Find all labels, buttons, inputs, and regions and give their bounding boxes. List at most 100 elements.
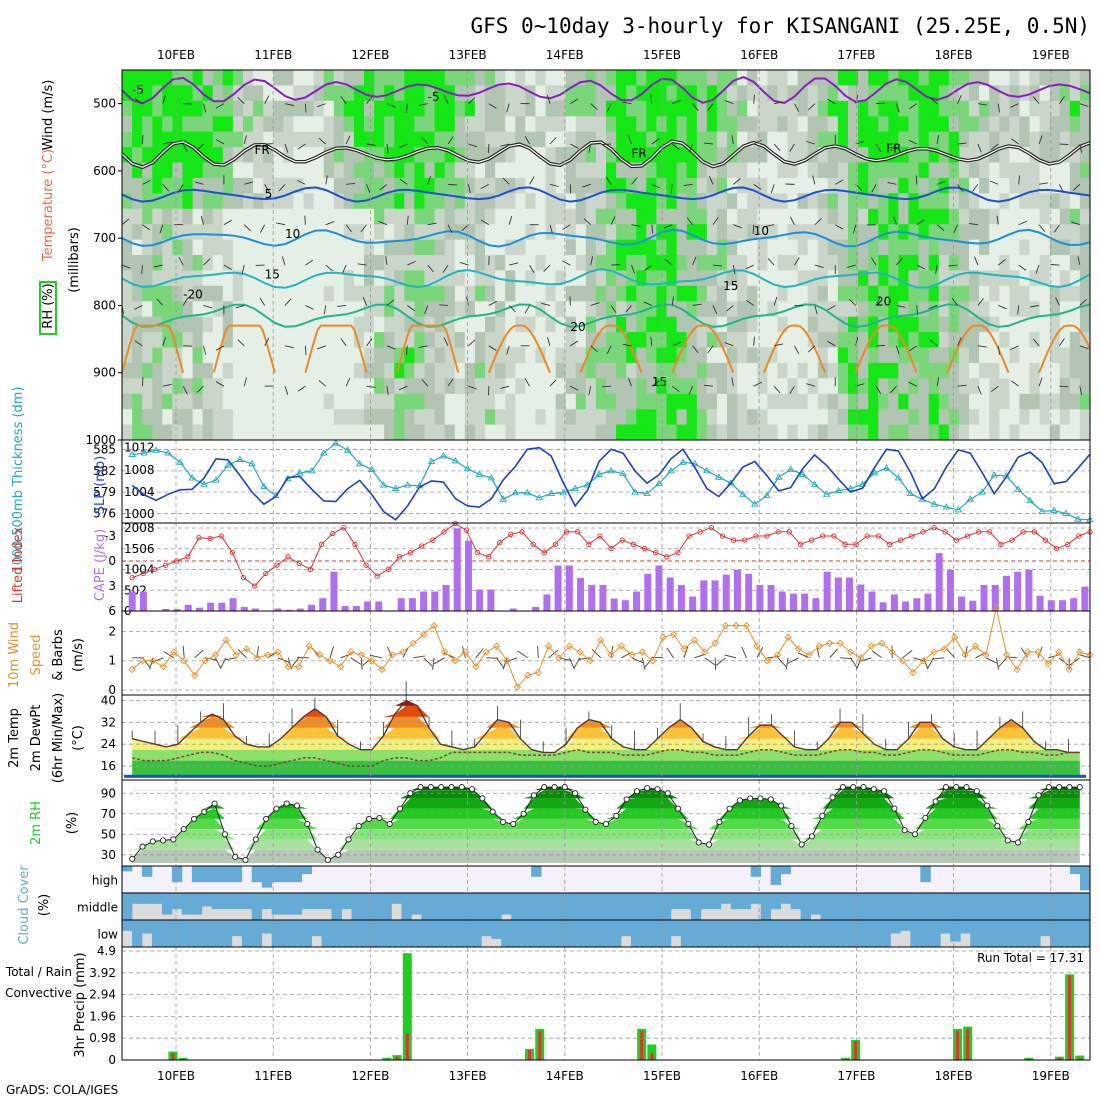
- rh-cell: [303, 301, 315, 318]
- rh-cell: [848, 255, 859, 271]
- rh-cell: [606, 378, 617, 395]
- rh-cell: [958, 224, 970, 241]
- rh-cell: [122, 177, 133, 194]
- rh-cell: [807, 131, 819, 148]
- rh-cell: [444, 393, 456, 410]
- wind-barb: [488, 300, 498, 306]
- rh-cell: [464, 70, 476, 86]
- rh-cell: [1009, 70, 1020, 86]
- cloud-bar-low: [980, 920, 991, 947]
- rh-cell: [757, 362, 768, 379]
- wind-barb: [284, 386, 289, 395]
- wind-marker: [451, 657, 459, 665]
- rh-cell: [1039, 362, 1051, 379]
- rh-band: [132, 787, 1080, 791]
- rh-cell: [283, 177, 294, 194]
- rh-cell: [485, 208, 496, 225]
- wind-barb: [570, 340, 579, 347]
- wind-barb: [611, 264, 621, 266]
- rh-cell: [303, 208, 315, 225]
- wind-barb: [972, 184, 979, 192]
- rh-cell: [505, 270, 516, 287]
- cloud-bar-low: [880, 920, 891, 947]
- rh-cell: [646, 147, 657, 164]
- rh-cell: [243, 239, 254, 256]
- li-marker: [708, 525, 714, 531]
- panel-bg: [122, 440, 1090, 523]
- rh-cell: [243, 255, 254, 271]
- thickness-marker: [355, 459, 364, 467]
- cloud-bar-low: [421, 920, 432, 947]
- cloud-bar-low: [1050, 920, 1061, 947]
- wind-marker: [544, 642, 553, 650]
- wind-barb: [773, 296, 778, 306]
- rh-cell: [505, 85, 516, 102]
- rh-cell: [414, 131, 426, 148]
- rh-cell: [495, 193, 506, 210]
- rh-cell: [222, 347, 234, 364]
- cloud-bar-low: [850, 920, 861, 947]
- rh-cell: [898, 409, 910, 426]
- rh-band: [132, 849, 1080, 863]
- rh-cell: [343, 224, 355, 241]
- li-marker: [474, 550, 481, 556]
- rh-cell: [878, 193, 889, 210]
- rh-cell: [646, 116, 657, 133]
- rh-cell: [636, 162, 647, 179]
- rh-cell: [474, 393, 486, 410]
- rh-cell: [837, 255, 849, 271]
- rh-cell: [898, 362, 910, 379]
- rh-cell: [333, 116, 345, 133]
- rh-cell: [172, 378, 184, 395]
- rh-cell: [868, 193, 879, 210]
- rh-cell: [727, 208, 738, 225]
- rh-cell: [938, 162, 950, 179]
- li-marker: [497, 540, 503, 546]
- rh-cell: [454, 362, 466, 379]
- rh-cell: [202, 378, 214, 395]
- cloud-bar-middle: [890, 893, 901, 920]
- contour-label: -20: [183, 288, 203, 302]
- rh-cell: [1019, 255, 1031, 271]
- rh-cell: [253, 70, 264, 86]
- cape-bar: [319, 598, 327, 611]
- rh-cell: [555, 147, 567, 164]
- rh-cell: [343, 85, 355, 102]
- rh-cell: [1009, 239, 1020, 256]
- rh-cell: [827, 393, 839, 410]
- rh-cell: [858, 162, 869, 179]
- wind-barb-10m: [704, 657, 715, 666]
- rh-cell: [747, 393, 758, 410]
- rh-cell: [999, 255, 1010, 271]
- rh-cell: [676, 347, 688, 364]
- cloud-bar-middle: [281, 893, 293, 915]
- rh-cell: [182, 239, 194, 256]
- wind-label-4: (m/s): [71, 638, 86, 672]
- rh-cell: [323, 409, 335, 426]
- rh-cell: [353, 255, 365, 271]
- wind-barb: [570, 143, 579, 149]
- rh-cell: [878, 255, 889, 271]
- rh-cell: [232, 362, 244, 379]
- rh-marker: [396, 805, 404, 812]
- rh-cell: [696, 70, 708, 86]
- cloud-bar-low: [141, 920, 153, 934]
- rh-cell: [595, 409, 607, 426]
- wind-barb: [529, 176, 535, 185]
- wind-barb-10m: [1048, 654, 1061, 659]
- rh-cell: [444, 378, 456, 395]
- rh-cell: [353, 316, 365, 333]
- rh-cell: [616, 208, 627, 225]
- rh-cell: [827, 100, 839, 117]
- rh-cell: [747, 85, 758, 102]
- rh-cell: [817, 147, 829, 164]
- wind-barb-10m: [1020, 647, 1028, 659]
- rh-cell: [434, 255, 446, 271]
- rh-cell: [1059, 100, 1071, 117]
- li-marker: [697, 529, 703, 535]
- rh-cell: [434, 424, 446, 440]
- rh-cell: [323, 116, 335, 133]
- rh-cell: [797, 85, 809, 102]
- rh-cell: [232, 85, 244, 102]
- rh-cell: [606, 100, 617, 117]
